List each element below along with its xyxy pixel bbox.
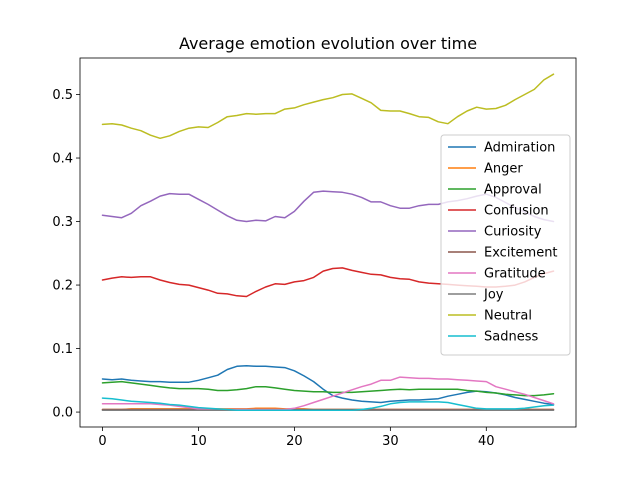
x-tick-label: 40 bbox=[478, 434, 495, 449]
legend-label-curiosity: Curiosity bbox=[484, 225, 542, 240]
x-tick-label: 0 bbox=[98, 434, 106, 449]
plot-area bbox=[101, 73, 555, 411]
legend-label-joy: Joy bbox=[483, 288, 504, 303]
legend-label-confusion: Confusion bbox=[484, 204, 549, 219]
series-line-sadness bbox=[101, 397, 555, 411]
y-tick-label: 0.3 bbox=[52, 215, 73, 230]
legend: Admiration Anger Approval Confusion Curiosit… bbox=[440, 134, 571, 356]
chart-title: Average emotion evolution over time bbox=[179, 34, 477, 53]
legend-label-approval: Approval bbox=[484, 183, 542, 198]
y-tick-label: 0.0 bbox=[52, 406, 73, 421]
x-tick-label: 30 bbox=[382, 434, 399, 449]
legend-label-sadness: Sadness bbox=[484, 330, 538, 345]
series-line-admiration bbox=[101, 364, 555, 406]
axes: 0 10 20 30 40 0.0 0.1 0.2 0.3 0.4 0.5 bbox=[52, 57, 577, 449]
legend-label-admiration: Admiration bbox=[484, 141, 555, 156]
legend-label-excitement: Excitement bbox=[484, 246, 558, 261]
series-line-approval bbox=[101, 380, 555, 397]
y-tick-label: 0.2 bbox=[52, 279, 73, 294]
legend-box bbox=[440, 134, 571, 356]
x-tick-label: 20 bbox=[286, 434, 303, 449]
y-tick-label: 0.1 bbox=[52, 342, 73, 357]
series-line-gratitude bbox=[101, 376, 555, 411]
x-tick-label: 10 bbox=[190, 434, 207, 449]
legend-label-gratitude: Gratitude bbox=[484, 267, 546, 282]
series-line-neutral bbox=[101, 73, 555, 140]
y-tick-label: 0.5 bbox=[52, 88, 73, 103]
axes-frame bbox=[79, 57, 577, 428]
y-tick-label: 0.4 bbox=[52, 152, 73, 167]
legend-label-anger: Anger bbox=[484, 162, 523, 177]
legend-label-neutral: Neutral bbox=[484, 309, 532, 324]
